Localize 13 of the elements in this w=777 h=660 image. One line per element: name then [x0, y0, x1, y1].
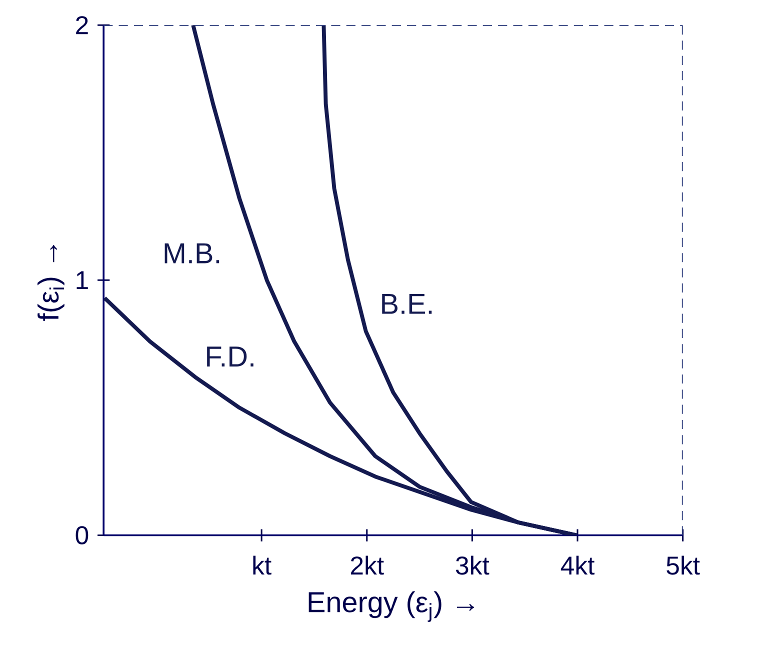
x-tick-label: 5kt	[666, 556, 700, 575]
series-label: M.B.	[164, 243, 220, 263]
y-tick-label: 0	[76, 526, 88, 544]
y-tick-label: 2	[76, 16, 88, 34]
series-label: F.D.	[207, 346, 254, 366]
x-tick-label: 4kt	[560, 556, 595, 574]
y-tick-label: 1	[76, 271, 88, 289]
series-label: B.E.	[382, 294, 432, 314]
x-tick-label: 2kt	[350, 556, 384, 574]
x-tick-label: 3kt	[456, 556, 490, 575]
x-tick-label: kt	[253, 556, 272, 574]
y-axis-title: f(ε$_{i}$) →	[38, 244, 64, 321]
x-axis-title: Energy (ε$_{j}$) →	[308, 590, 474, 622]
